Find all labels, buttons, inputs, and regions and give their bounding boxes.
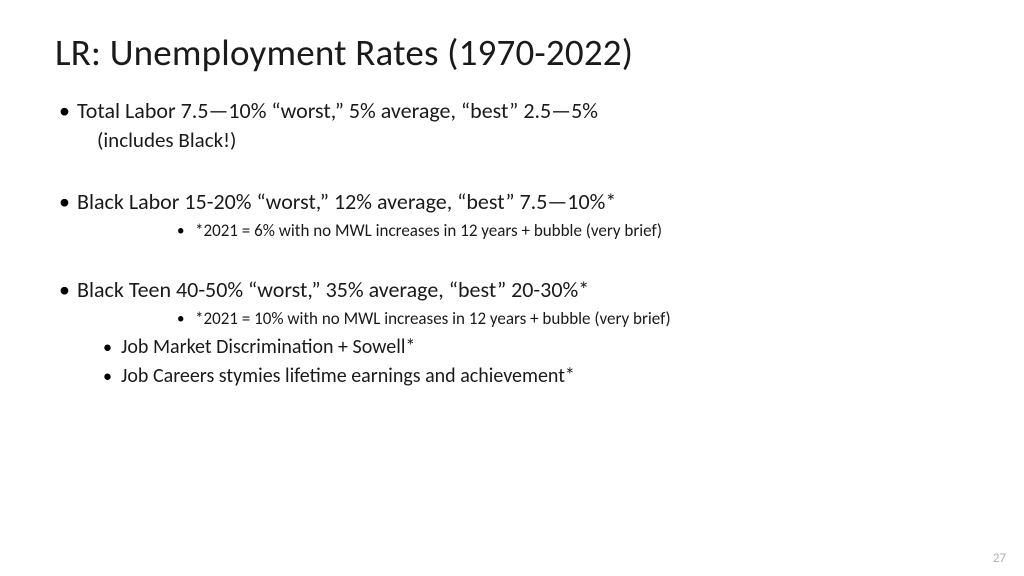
bullet-main-text: Black Teen 40-50% “worst,” 35% average, … [77,276,969,304]
bullet-item: Black Labor 15-20% “worst,” 12% average,… [55,188,969,242]
sub-bullet-item: Job Careers stymies lifetime earnings an… [77,363,969,390]
bullet-list: Total Labor 7.5—10% “worst,” 5% average,… [55,97,969,390]
bullet-sub-indent: (includes Black!) [77,127,969,154]
bullet-item: Black Teen 40-50% “worst,” 35% average, … [55,276,969,390]
sub-bullet-list: Job Market Discrimination + Sowell* Job … [77,334,969,390]
bullet-main-text: Total Labor 7.5—10% “worst,” 5% average,… [77,97,969,125]
slide: LR: Unemployment Rates (1970-2022) Total… [0,0,1024,576]
spacer [55,160,969,188]
spacer [55,248,969,276]
bullet-note: *2021 = 6% with no MWL increases in 12 y… [77,220,969,242]
bullet-note: *2021 = 10% with no MWL increases in 12 … [77,308,969,330]
bullet-item: Total Labor 7.5—10% “worst,” 5% average,… [55,97,969,154]
bullet-main-text: Black Labor 15-20% “worst,” 12% average,… [77,188,969,216]
slide-title: LR: Unemployment Rates (1970-2022) [55,30,969,75]
sub-bullet-item: Job Market Discrimination + Sowell* [77,334,969,361]
page-number: 27 [993,551,1006,566]
